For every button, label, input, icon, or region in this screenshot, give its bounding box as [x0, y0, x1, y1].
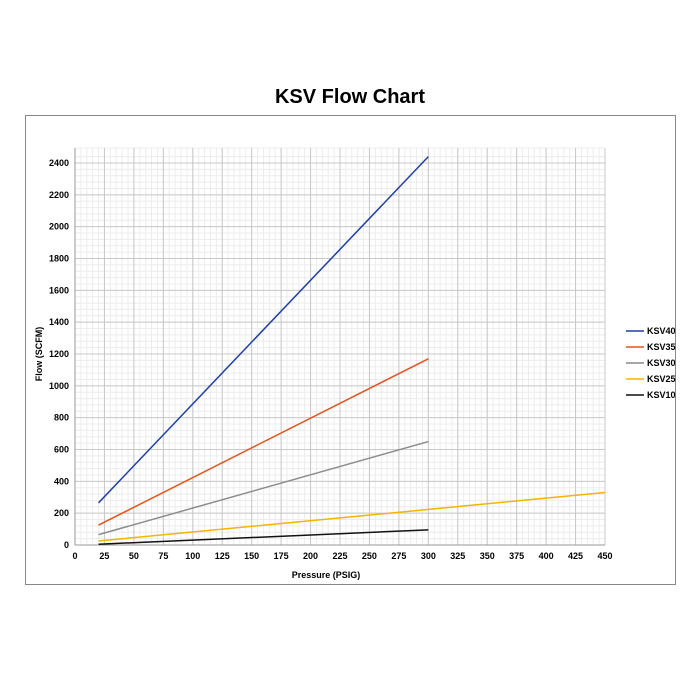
x-tick-label: 200 [303, 551, 318, 561]
x-tick-label: 300 [421, 551, 436, 561]
y-tick-label: 1200 [49, 349, 69, 359]
x-tick-label: 175 [274, 551, 289, 561]
legend-label: KSV25 [647, 374, 676, 384]
y-tick-label: 1800 [49, 254, 69, 264]
chart-frame [25, 115, 676, 585]
legend-label: KSV35 [647, 342, 676, 352]
y-tick-label: 2400 [49, 158, 69, 168]
x-tick-label: 325 [450, 551, 465, 561]
series-line-ksv35 [98, 358, 429, 526]
x-tick-label: 125 [215, 551, 230, 561]
y-tick-label: 2200 [49, 190, 69, 200]
x-tick-label: 425 [568, 551, 583, 561]
series-line-ksv25 [98, 491, 606, 542]
legend-label: KSV10 [647, 390, 676, 400]
series-line-ksv30 [98, 440, 429, 536]
y-tick-label: 1000 [49, 381, 69, 391]
series-line-ksv10 [98, 529, 429, 545]
x-tick-label: 100 [185, 551, 200, 561]
x-tick-label: 275 [391, 551, 406, 561]
y-tick-label: 200 [54, 508, 69, 518]
x-tick-label: 150 [244, 551, 259, 561]
series-line-ksv40 [98, 156, 429, 504]
chart-title: KSV Flow Chart [274, 86, 425, 108]
x-tick-label: 0 [72, 551, 77, 561]
y-tick-label: 0 [64, 540, 69, 550]
x-tick-label: 25 [99, 551, 109, 561]
y-tick-label: 2000 [49, 222, 69, 232]
x-tick-label: 375 [509, 551, 524, 561]
legend-label: KSV40 [647, 326, 676, 336]
x-tick-label: 400 [539, 551, 554, 561]
x-tick-label: 450 [597, 551, 612, 561]
x-axis-label: Pressure (PSIG) [292, 570, 361, 580]
y-tick-label: 1400 [49, 317, 69, 327]
x-tick-label: 50 [129, 551, 139, 561]
y-axis-label: Flow (SCFM) [34, 327, 44, 382]
y-tick-label: 600 [54, 445, 69, 455]
y-tick-label: 800 [54, 413, 69, 423]
x-tick-label: 350 [480, 551, 495, 561]
x-tick-label: 75 [158, 551, 168, 561]
y-tick-label: 1600 [49, 285, 69, 295]
x-tick-label: 225 [332, 551, 347, 561]
legend-label: KSV30 [647, 358, 676, 368]
y-tick-label: 400 [54, 476, 69, 486]
x-tick-label: 250 [362, 551, 377, 561]
